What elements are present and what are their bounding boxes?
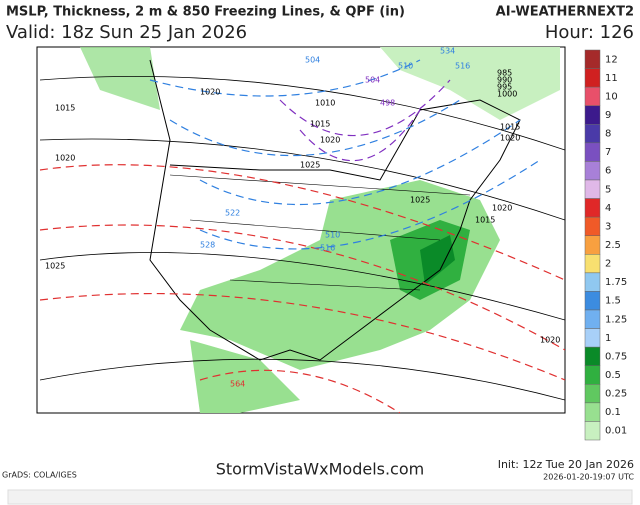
timestamp: 2026-01-20-19:07 UTC: [543, 473, 634, 482]
colorbar-label: 3: [605, 221, 611, 232]
colorbar-label: 6: [605, 166, 611, 177]
colorbar-swatch: [584, 179, 601, 199]
colorbar-label: 8: [605, 129, 611, 140]
isobar-label: 1000: [497, 90, 517, 99]
colorbar-swatch: [584, 105, 601, 125]
isobar: [39, 75, 565, 401]
footer-bar: [7, 489, 633, 505]
colorbar-swatch: [584, 402, 601, 422]
isobar-label: 1025: [300, 161, 320, 170]
precip-area: [420, 235, 455, 285]
colorbar-label: 2.5: [605, 240, 621, 251]
colorbar-swatch: [584, 235, 601, 255]
colorbar-swatch: [584, 384, 601, 404]
thickness-label: 534: [440, 47, 455, 56]
isobar-label: 1015: [500, 123, 520, 132]
colorbar-swatch: [584, 328, 601, 348]
thickness-label: 528: [200, 241, 215, 250]
precip-area: [380, 47, 560, 120]
borders: [169, 174, 471, 291]
isobar-label: 995: [497, 83, 512, 92]
thickness-line: [279, 79, 451, 162]
thickness-label: 504: [305, 56, 320, 65]
colorbar-label: 0.01: [605, 426, 627, 437]
colorbar-swatch: [584, 421, 601, 441]
colorbar-swatch: [584, 161, 601, 181]
thickness-line: [149, 59, 541, 250]
forecast-hour: Hour: 126: [545, 22, 634, 43]
isobar-label: 1020: [492, 204, 512, 213]
model: AI-WEATHERNEXT2: [496, 5, 634, 20]
isobar-label: 1020: [540, 336, 560, 345]
colorbar-label: 12: [605, 54, 618, 65]
colorbar-swatch: [584, 142, 601, 162]
colorbar-label: 4: [605, 203, 611, 214]
map: 1015 1020 1020 1025 1010 1015 1020 1025 …: [36, 46, 566, 414]
isobar-label: 1010: [315, 99, 335, 108]
colorbar-label: 11: [605, 73, 618, 84]
colorbar-swatch: [584, 346, 601, 366]
colorbar-label: 1.25: [605, 314, 627, 325]
isobar-label: 1020: [320, 136, 340, 145]
colorbar-swatch: [584, 365, 601, 385]
isobar-label: 985: [497, 69, 512, 78]
credit: GrADS: COLA/IGES: [2, 471, 77, 480]
colorbar-label: 1.5: [605, 296, 621, 307]
isobar-label: 990: [497, 76, 512, 85]
colorbar-label: 0.1: [605, 407, 621, 418]
colorbar-label: 2: [605, 259, 611, 270]
colorbar-label: 1: [605, 333, 611, 344]
colorbar-swatch: [584, 198, 601, 218]
thickness-label: 516: [320, 244, 335, 253]
colorbar-label: 0.75: [605, 351, 627, 362]
precip-area: [190, 340, 300, 413]
colorbar-swatch: [584, 124, 601, 144]
colorbar-swatch: [584, 272, 601, 292]
thickness-label: 504: [365, 76, 380, 85]
colorbar-label: 10: [605, 91, 618, 102]
thickness-line: [39, 164, 565, 413]
colorbar-label: 7: [605, 147, 611, 158]
thickness-label: 564: [230, 380, 245, 389]
init-time: Init: 12z Tue 20 Jan 2026: [498, 458, 634, 471]
colorbar-label: 0.25: [605, 389, 627, 400]
precip-area: [180, 180, 500, 370]
isobar-label: 1015: [475, 216, 495, 225]
isobar-label: 1020: [500, 134, 520, 143]
colorbar-swatch: [584, 254, 601, 274]
isobar-label: 1020: [55, 154, 75, 163]
colorbar-swatch: [584, 309, 601, 329]
thickness-label: 516: [455, 62, 470, 71]
colorbar-label: 0.5: [605, 370, 621, 381]
colorbar-swatch: [584, 68, 601, 88]
colorbar-swatch: [584, 86, 601, 106]
coastline: [149, 59, 521, 361]
isobar-label: 1015: [55, 104, 75, 113]
colorbar-swatch: [584, 291, 601, 311]
isobar-label: 1020: [200, 88, 220, 97]
colorbar-label: 5: [605, 184, 611, 195]
site: StormVistaWxModels.com: [216, 460, 424, 479]
thickness-label: 522: [225, 209, 240, 218]
colorbar-swatch: [584, 216, 601, 236]
thickness-label: 510: [398, 62, 413, 71]
isobar-label: 1025: [45, 262, 65, 271]
thickness-label: 498: [380, 99, 395, 108]
isobar-label: 1025: [410, 196, 430, 205]
valid-time: Valid: 18z Sun 25 Jan 2026: [6, 22, 247, 43]
thickness-label: 510: [325, 231, 340, 240]
isobar-label: 1015: [310, 120, 330, 129]
colorbar-label: 9: [605, 110, 611, 121]
title: MSLP, Thickness, 2 m & 850 Freezing Line…: [6, 5, 405, 20]
colorbar: 12 11 10 9 8 7 6 5 4 3 2.5 2 1.75 1.5 1.25 1 0.75 0.5 0.25…: [584, 49, 627, 441]
colorbar-swatch: [584, 49, 601, 69]
precip-area: [80, 47, 160, 110]
colorbar-label: 1.75: [605, 277, 627, 288]
